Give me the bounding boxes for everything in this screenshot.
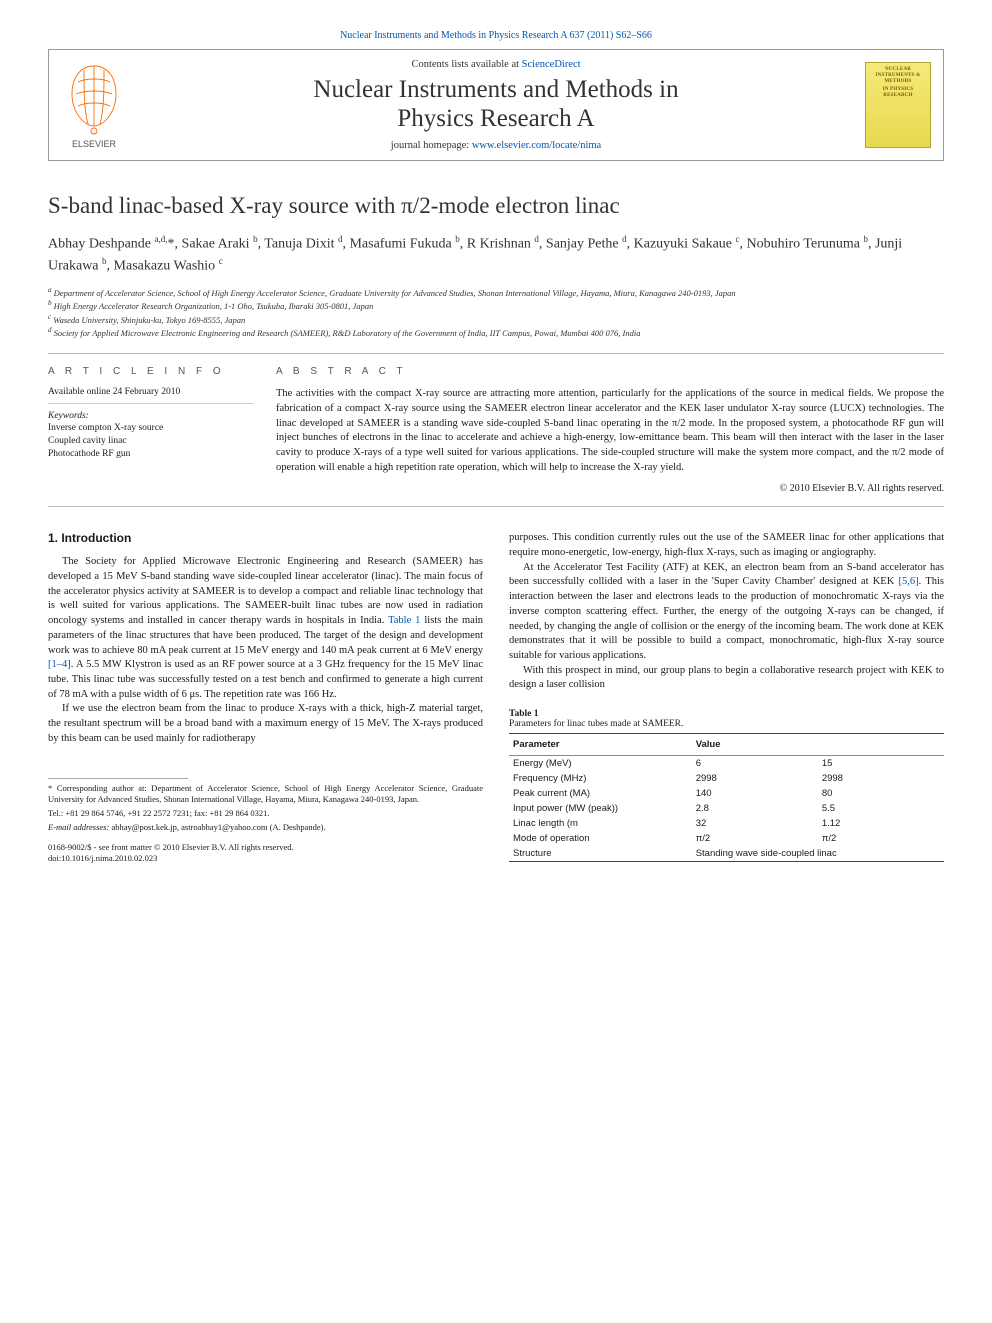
table-cell: 2.8: [692, 801, 818, 816]
footnote-separator: [48, 778, 188, 779]
table-row: Mode of operationπ/2π/2: [509, 831, 944, 846]
p1c-text: . A 5.5 MW Klystron is used as an RF pow…: [48, 659, 483, 699]
article-info-heading: A R T I C L E I N F O: [48, 366, 254, 377]
affiliations-block: a Department of Accelerator Science, Sch…: [48, 286, 944, 339]
table-cell: 140: [692, 786, 818, 801]
abstract-heading: A B S T R A C T: [276, 366, 944, 377]
elsevier-wordmark: ELSEVIER: [72, 139, 117, 149]
keyword-item: Photocathode RF gun: [48, 448, 254, 461]
issn-line: 0168-9002/$ - see front matter © 2010 El…: [48, 842, 483, 853]
cover-text-mid: IN PHYSICS RESEARCH: [869, 87, 927, 99]
body-columns: 1. Introduction The Society for Applied …: [48, 531, 944, 863]
keywords-label: Keywords:: [48, 411, 254, 421]
p4a-text: At the Accelerator Test Facility (ATF) a…: [509, 562, 944, 588]
table-cell: Energy (MeV): [509, 755, 692, 771]
table-row: Input power (MW (peak))2.85.5: [509, 801, 944, 816]
table-cell: 1.12: [818, 816, 944, 831]
table-cell: 15: [818, 755, 944, 771]
affiliation-line: d Society for Applied Microwave Electron…: [48, 326, 944, 339]
abstract-column: A B S T R A C T The activities with the …: [268, 354, 944, 506]
table-cell: Mode of operation: [509, 831, 692, 846]
email-footnote: E-mail addresses: abhay@post.kek.jp, ast…: [48, 822, 483, 833]
journal-title: Nuclear Instruments and Methods in Physi…: [313, 76, 678, 134]
intro-p2: If we use the electron beam from the lin…: [48, 702, 483, 746]
keyword-item: Coupled cavity linac: [48, 435, 254, 448]
p4b-text: . This interaction between the laser and…: [509, 576, 944, 660]
header-center: Contents lists available at ScienceDirec…: [139, 50, 853, 160]
table-cell: Input power (MW (peak)): [509, 801, 692, 816]
intro-p5: With this prospect in mind, our group pl…: [509, 664, 944, 693]
table-row: Linac length (m321.12: [509, 816, 944, 831]
intro-p3: purposes. This condition currently rules…: [509, 531, 944, 560]
publisher-logo-cell: ELSEVIER: [49, 50, 139, 160]
parameters-table: ParameterValue Energy (MeV)615Frequency …: [509, 733, 944, 862]
sciencedirect-link[interactable]: ScienceDirect: [522, 59, 581, 70]
journal-title-l1: Nuclear Instruments and Methods in: [313, 76, 678, 103]
table-cell: 80: [818, 786, 944, 801]
table-cell: 2998: [818, 771, 944, 786]
table-cell: Frequency (MHz): [509, 771, 692, 786]
left-column: 1. Introduction The Society for Applied …: [48, 531, 483, 863]
contents-prefix: Contents lists available at: [411, 59, 521, 70]
affiliation-line: c Waseda University, Shinjuku-ku, Tokyo …: [48, 313, 944, 326]
table-row: Frequency (MHz)29982998: [509, 771, 944, 786]
table-header-cell: Parameter: [509, 733, 692, 755]
doi-line: doi:10.1016/j.nima.2010.02.023: [48, 853, 483, 864]
table-row: Peak current (MA)14080: [509, 786, 944, 801]
table-header-cell: [818, 733, 944, 755]
homepage-link[interactable]: www.elsevier.com/locate/nima: [472, 140, 601, 151]
table-cell: π/2: [692, 831, 818, 846]
intro-p1: The Society for Applied Microwave Electr…: [48, 555, 483, 702]
corresponding-author-footnote: * Corresponding author at: Department of…: [48, 783, 483, 805]
elsevier-logo: ELSEVIER: [58, 60, 130, 150]
journal-ref-link[interactable]: Nuclear Instruments and Methods in Physi…: [340, 30, 652, 41]
email-addresses: abhay@post.kek.jp, astroabhay1@yahoo.com…: [109, 822, 325, 832]
table-cell: 6: [692, 755, 818, 771]
journal-header-box: ELSEVIER Contents lists available at Sci…: [48, 49, 944, 161]
affiliation-line: a Department of Accelerator Science, Sch…: [48, 286, 944, 299]
author-list: Abhay Deshpande a,d,*, Sakae Araki b, Ta…: [48, 233, 944, 276]
table-cell: Linac length (m: [509, 816, 692, 831]
keyword-item: Inverse compton X-ray source: [48, 422, 254, 435]
ref1-4-link[interactable]: [1–4]: [48, 659, 71, 670]
ref5-6-link[interactable]: [5,6]: [899, 576, 919, 587]
cover-thumb-cell: NUCLEAR INSTRUMENTS & METHODS IN PHYSICS…: [853, 50, 943, 160]
article-title: S-band linac-based X-ray source with π/2…: [48, 193, 944, 219]
contents-lists-line: Contents lists available at ScienceDirec…: [411, 59, 580, 70]
table-cell: Structure: [509, 846, 692, 862]
affiliation-line: b High Energy Accelerator Research Organ…: [48, 299, 944, 312]
intro-p4: At the Accelerator Test Facility (ATF) a…: [509, 561, 944, 664]
table-row: StructureStanding wave side-coupled lina…: [509, 846, 944, 862]
history-line: Available online 24 February 2010: [48, 387, 254, 404]
abstract-copyright: © 2010 Elsevier B.V. All rights reserved…: [276, 483, 944, 494]
table-header-cell: Value: [692, 733, 818, 755]
table-cell: π/2: [818, 831, 944, 846]
table-cell: Peak current (MA): [509, 786, 692, 801]
table1-link[interactable]: Table 1: [388, 615, 420, 626]
section-1-heading: 1. Introduction: [48, 531, 483, 545]
abstract-text: The activities with the compact X-ray so…: [276, 387, 944, 475]
table1-label: Table 1: [509, 709, 538, 719]
email-label: E-mail addresses:: [48, 822, 109, 832]
right-column: purposes. This condition currently rules…: [509, 531, 944, 863]
table1-caption: Table 1 Parameters for linac tubes made …: [509, 709, 944, 729]
tel-fax-footnote: Tel.: +81 29 864 5746, +91 22 2572 7231;…: [48, 808, 483, 819]
table-row: Energy (MeV)615: [509, 755, 944, 771]
journal-title-l2: Physics Research A: [397, 105, 594, 132]
homepage-prefix: journal homepage:: [391, 140, 472, 151]
journal-cover-thumb: NUCLEAR INSTRUMENTS & METHODS IN PHYSICS…: [865, 62, 931, 148]
table-cell: 32: [692, 816, 818, 831]
table-cell: 2998: [692, 771, 818, 786]
table-cell: 5.5: [818, 801, 944, 816]
journal-reference-line: Nuclear Instruments and Methods in Physi…: [48, 30, 944, 41]
table1-caption-text: Parameters for linac tubes made at SAMEE…: [509, 719, 683, 729]
article-info-left: A R T I C L E I N F O Available online 2…: [48, 354, 268, 506]
keywords-list: Inverse compton X-ray sourceCoupled cavi…: [48, 422, 254, 460]
article-info-row: A R T I C L E I N F O Available online 2…: [48, 353, 944, 507]
homepage-line: journal homepage: www.elsevier.com/locat…: [391, 140, 601, 151]
table-cell: Standing wave side-coupled linac: [692, 846, 944, 862]
cover-text-top: NUCLEAR INSTRUMENTS & METHODS: [869, 67, 927, 85]
